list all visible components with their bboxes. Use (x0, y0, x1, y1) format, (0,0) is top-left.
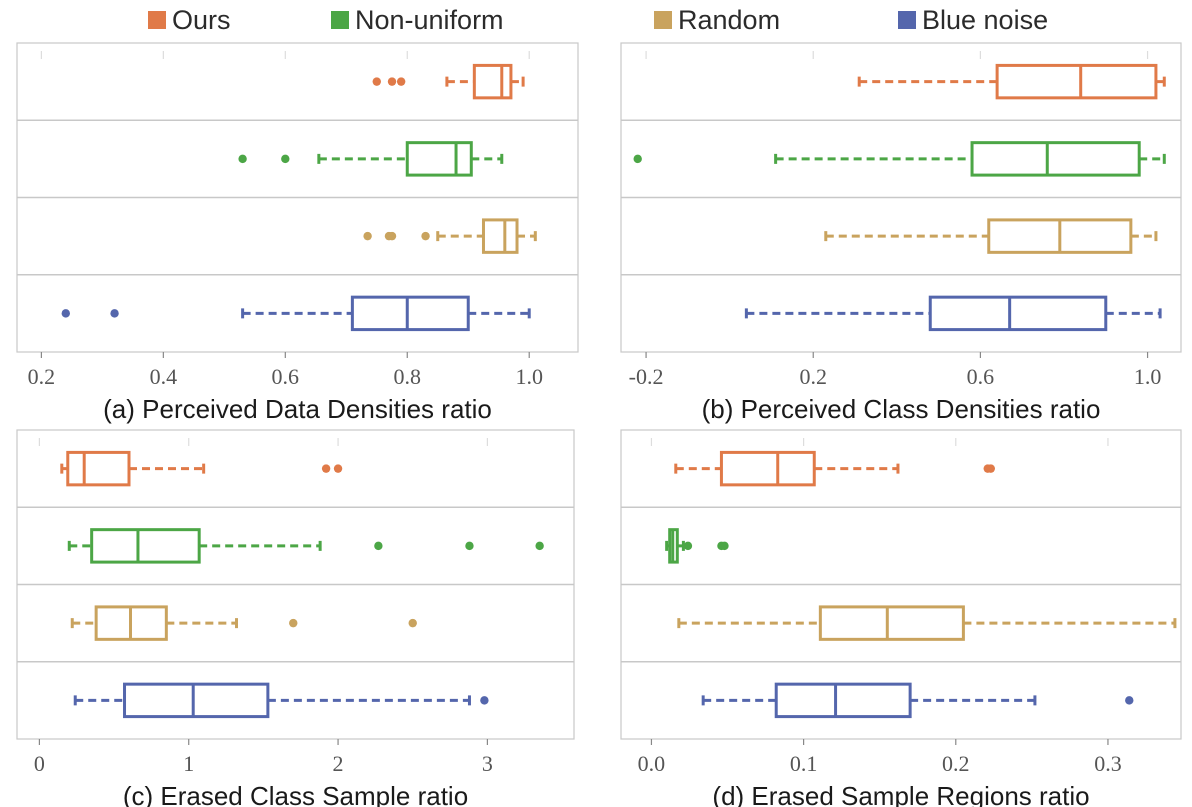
outlier-point (683, 541, 693, 551)
box-iqr (90, 528, 201, 564)
legend-swatch-non-uniform (331, 11, 349, 29)
x-tick-label: 0 (34, 751, 45, 776)
legend-swatch-random (654, 11, 672, 29)
outlier-point (238, 154, 247, 164)
chart-panel: 0 1 2 3 (c) Erased Class Sample ratio (16, 429, 575, 807)
box-iqr (719, 450, 816, 487)
x-tick-label: 0.4 (150, 364, 178, 389)
outlier-point (535, 541, 544, 551)
x-tick-label: 1.0 (515, 364, 543, 389)
legend-swatch-ours (148, 11, 166, 29)
outlier-point (372, 77, 381, 86)
chart-panel: -0.2 0.2 0.6 1.0 (b) Perceived Class Densiti… (620, 42, 1182, 424)
legend-swatch-blue-noise (898, 11, 916, 29)
x-tick-label: -0.2 (629, 364, 664, 389)
x-tick-label: 1.0 (1134, 364, 1162, 389)
chart-title: (a) Perceived Data Densities ratio (103, 394, 492, 424)
box-iqr (405, 141, 473, 177)
x-tick-label: 0.2 (942, 751, 970, 776)
legend-label-non-uniform: Non-uniform (355, 4, 504, 35)
outlier-point (408, 618, 417, 628)
outlier-point (986, 464, 995, 473)
legend-label-random: Random (678, 4, 781, 35)
box-iqr (818, 605, 965, 641)
outlier-point (321, 464, 331, 473)
legend-item-random: Random (654, 4, 780, 36)
outlier-point (421, 231, 430, 241)
outlier-point (110, 309, 119, 318)
x-tick-label: 3 (482, 751, 493, 776)
legend: Ours Non-uniform Random Blue noise (0, 0, 1192, 42)
x-tick-label: 0.1 (790, 751, 818, 776)
outlier-point (720, 541, 729, 551)
x-tick-label: 0.3 (1094, 751, 1122, 776)
x-tick-label: 0.8 (394, 364, 422, 389)
outlier-point (61, 309, 70, 318)
box-iqr (970, 141, 1141, 177)
x-tick-label: 0.6 (272, 364, 300, 389)
box-iqr (472, 63, 513, 100)
outlier-point (1125, 696, 1134, 705)
legend-label-blue-noise: Blue noise (922, 4, 1049, 35)
outlier-point (289, 618, 298, 628)
outlier-point (633, 154, 642, 164)
outlier-point (387, 231, 397, 241)
box-iqr (66, 450, 131, 487)
box-iqr (995, 63, 1158, 100)
box-iqr (481, 218, 519, 254)
x-tick-label: 0.2 (799, 364, 827, 389)
x-tick-label: 2 (333, 751, 344, 776)
box-iqr (123, 682, 270, 719)
chart-title: (c) Erased Class Sample ratio (123, 781, 468, 807)
outlier-point (465, 541, 474, 551)
x-tick-label: 0.0 (638, 751, 666, 776)
outlier-point (387, 77, 397, 86)
box-iqr (774, 682, 912, 719)
x-tick-label: 1 (183, 751, 194, 776)
box-iqr (928, 295, 1108, 332)
outlier-point (363, 231, 372, 241)
legend-item-blue-noise: Blue noise (898, 4, 1048, 36)
outlier-point (480, 696, 489, 705)
outlier-point (281, 154, 290, 164)
legend-label-ours: Ours (172, 4, 231, 35)
box-iqr (350, 295, 470, 332)
chart-panel: 0.2 0.4 0.6 0.8 1.0 (a) Perceived Data Densit… (16, 42, 579, 424)
x-tick-label: 0.6 (967, 364, 995, 389)
x-tick-label: 0.2 (28, 364, 56, 389)
legend-item-ours: Ours (148, 4, 231, 36)
outlier-point (333, 464, 343, 473)
chart-panel: 0.0 0.1 0.2 0.3(d) Erased Sample Regions ra… (620, 429, 1182, 807)
chart-title: (b) Perceived Class Densities ratio (702, 394, 1101, 424)
chart-title: (d) Erased Sample Regions ratio (712, 781, 1089, 807)
legend-item-non-uniform: Non-uniform (331, 4, 504, 36)
outlier-point (374, 541, 383, 551)
outlier-point (396, 77, 406, 86)
